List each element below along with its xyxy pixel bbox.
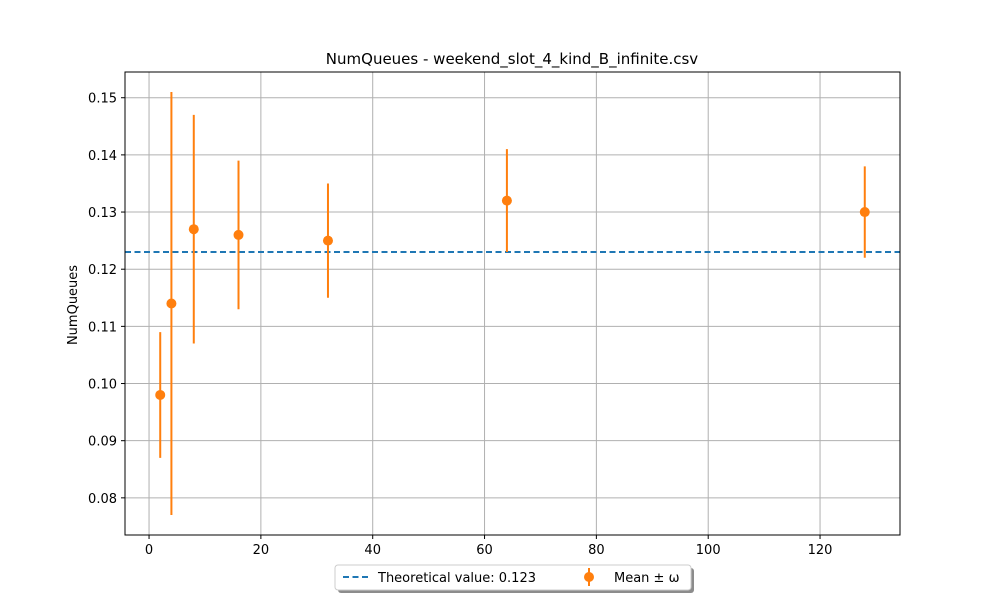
mean-point [155,389,166,400]
x-tick-label: 20 [253,543,270,558]
x-tick-label: 80 [588,543,605,558]
y-tick-label: 0.15 [88,92,117,107]
mean-point [233,229,244,240]
legend-swatch-mean-marker [584,572,594,582]
x-tick-label: 120 [808,543,833,558]
x-tick-label: 100 [696,543,721,558]
x-tick-label: 0 [145,543,153,558]
y-tick-label: 0.14 [88,149,117,164]
errorbar-series [155,92,870,515]
legend-label-mean: Mean ± ω [614,571,679,586]
mean-point [501,195,512,206]
y-axis-label: NumQueues [66,265,81,345]
y-tick-label: 0.10 [88,378,117,393]
legend-label-theoretical: Theoretical value: 0.123 [377,571,536,586]
chart-title: NumQueues - weekend_slot_4_kind_B_infini… [326,50,699,69]
x-tick-label: 40 [364,543,381,558]
mean-point [166,298,177,309]
legend: Theoretical value: 0.123 Mean ± ω [334,564,694,593]
mean-point [322,235,333,246]
y-tick-label: 0.08 [88,492,117,507]
grid [125,72,900,535]
y-tick-label: 0.12 [88,263,117,278]
mean-point [188,224,199,235]
y-tick-label: 0.13 [88,206,117,221]
x-tick-label: 60 [476,543,493,558]
ticks: 0 20 40 60 80 100 120 0.08 0.09 0.10 0.11 0.12 0.13 0… [88,92,832,558]
y-tick-label: 0.11 [88,320,117,335]
plot-frame [124,71,901,536]
mean-point [859,207,870,218]
y-tick-label: 0.09 [88,435,117,450]
legend-box [334,564,692,591]
